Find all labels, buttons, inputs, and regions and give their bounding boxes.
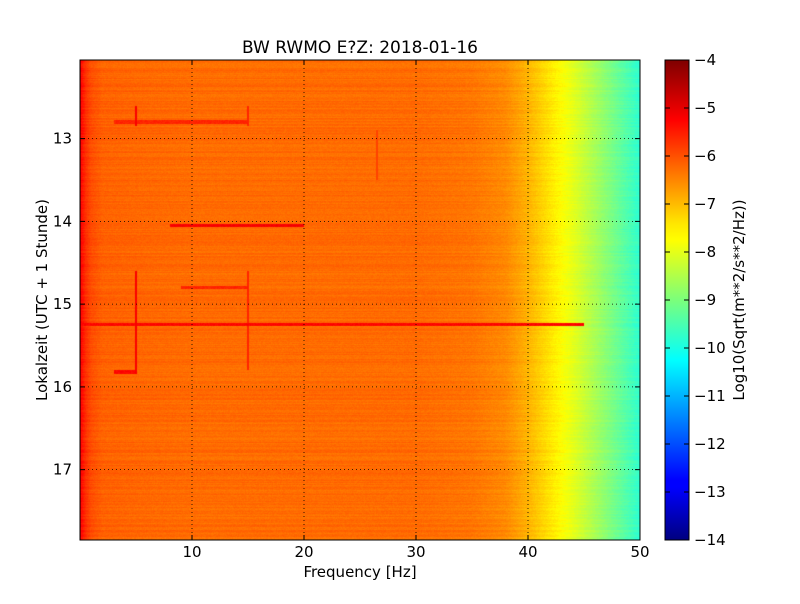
colorbar-tick-label: −8: [694, 243, 716, 261]
y-tick-label: 15: [53, 295, 72, 313]
plot-area: 10 20 30 40 50 13 14 15 16 17: [53, 59, 650, 561]
x-axis: 10 20 30 40 50: [182, 60, 650, 561]
colorbar-tick-label: −11: [694, 387, 726, 405]
x-tick-label: 10: [182, 543, 201, 561]
colorbar-tick-label: −14: [694, 531, 726, 549]
colorbar-tick-label: −13: [694, 483, 726, 501]
colorbar-tick-label: −12: [694, 435, 726, 453]
colorbar-tick-label: −7: [694, 195, 716, 213]
y-tick-label: 17: [53, 461, 72, 479]
x-tick-label: 30: [406, 543, 425, 561]
colorbar-label: Log10(Sqrt(m**2/s**2/Hz)): [730, 199, 748, 400]
grid-lines: [80, 60, 640, 540]
y-axis: 13 14 15 16 17: [53, 130, 640, 479]
x-tick-label: 20: [294, 543, 313, 561]
colorbar-ticks: −4 −5 −6 −7 −8 −9 −10 −11 −12 −13 −14: [665, 51, 726, 549]
x-tick-label: 40: [518, 543, 537, 561]
colorbar-tick-label: −10: [694, 339, 726, 357]
y-tick-label: 16: [53, 378, 72, 396]
colorbar-tick-label: −6: [694, 147, 716, 165]
colorbar-tick-label: −5: [694, 99, 716, 117]
plot-frame: [79, 59, 641, 541]
colorbar: −4 −5 −6 −7 −8 −9 −10 −11 −12 −13 −14 Log10(Sqrt(m…: [664, 51, 748, 549]
x-tick-label: 50: [630, 543, 649, 561]
colorbar-tick-label: −4: [694, 51, 716, 69]
colorbar-tick-label: −9: [694, 291, 716, 309]
y-axis-label: Lokalzeit (UTC + 1 Stunde): [33, 199, 51, 401]
chart-title: BW RWMO E?Z: 2018-01-16: [242, 38, 478, 58]
y-tick-label: 14: [53, 212, 72, 230]
x-axis-label: Frequency [Hz]: [303, 563, 416, 581]
y-tick-label: 13: [53, 130, 72, 148]
heatmap-image: [80, 60, 640, 540]
